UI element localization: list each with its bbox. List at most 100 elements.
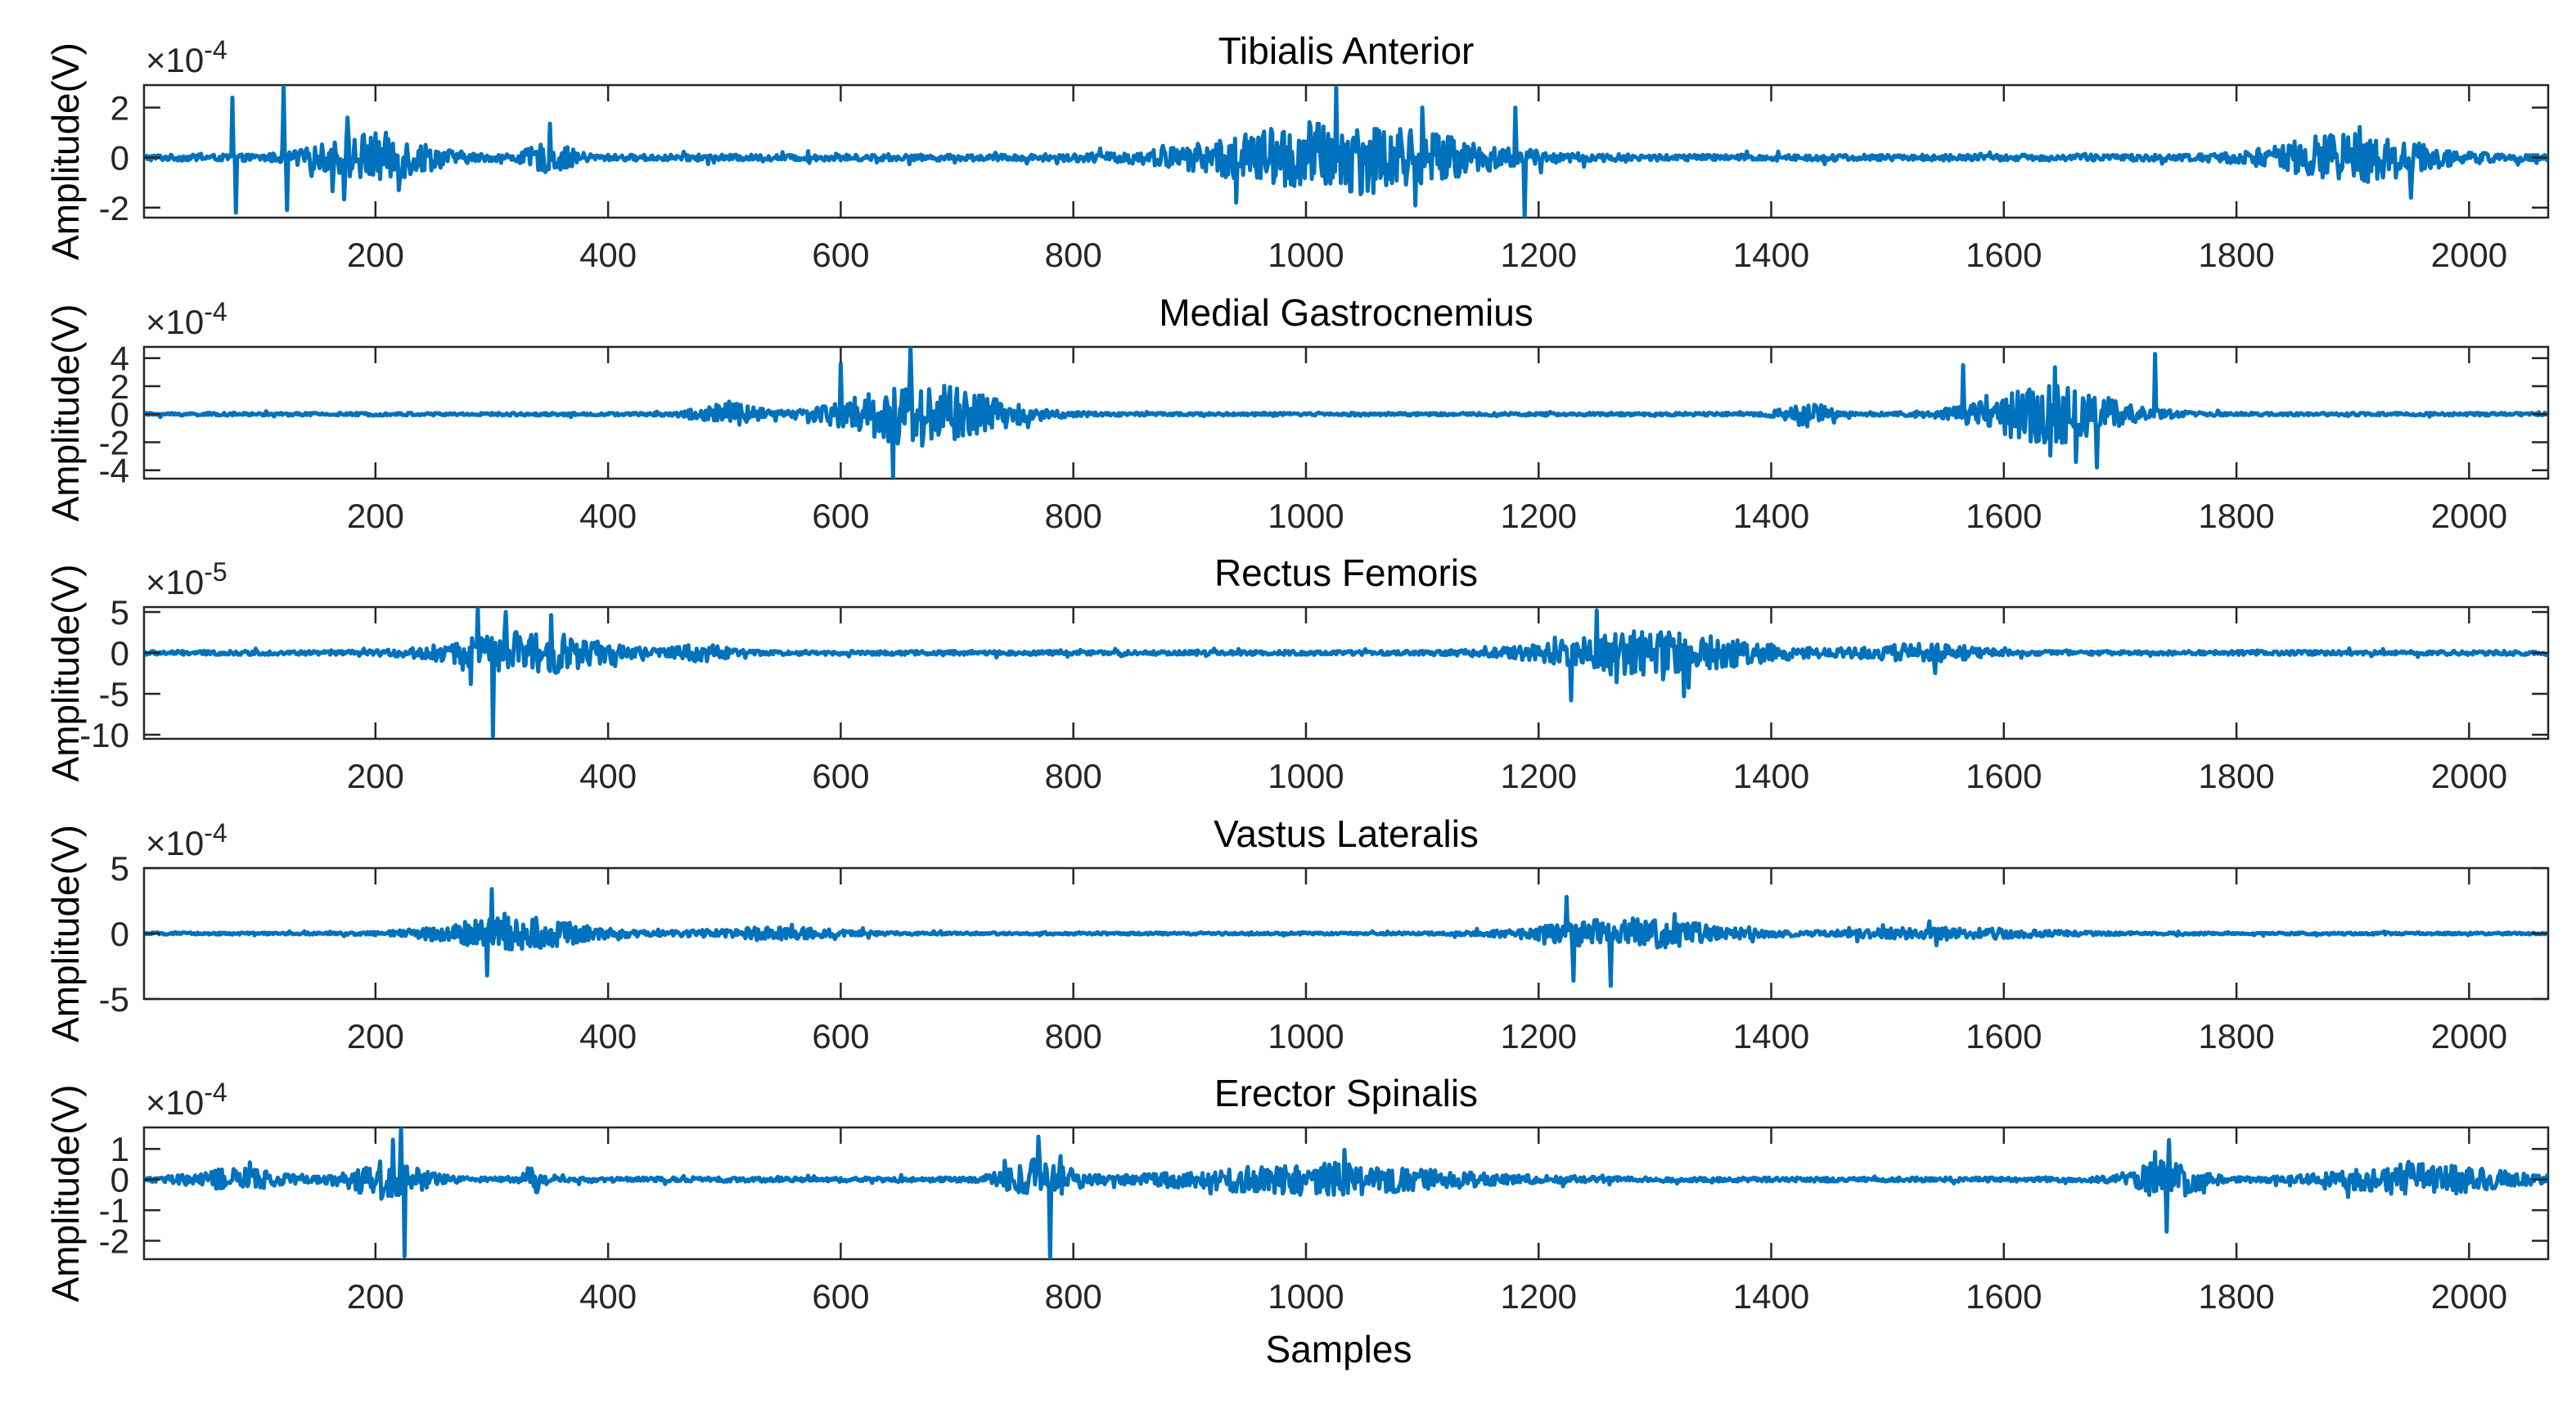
x-axis-label: Samples [1266,1328,1412,1370]
y-scale-exponent: ×10-4 [146,818,227,862]
x-tick-label: 600 [812,1017,869,1055]
x-tick-label: 1800 [2198,236,2274,274]
y-scale-exponent: ×10-4 [146,1078,227,1122]
x-tick-label: 2000 [2431,757,2507,795]
subplot-4: 200 400 600 800 1000 1200 1400 1600 1800 2000 -5 0 5… [44,812,2550,1055]
scale-exponent-value: -5 [204,557,227,587]
x-tick-label: 200 [347,497,404,535]
x-tick-label: 800 [1045,757,1102,795]
subplot-1: 200 400 600 800 1000 1200 1400 1600 1800 2000 -2 0 2… [44,29,2550,274]
x-tick-label: 2000 [2431,236,2507,274]
x-tick-label: 1200 [1501,236,1577,274]
y-scale-exponent: ×10-4 [146,35,227,79]
x-tick-label: 400 [579,236,637,274]
subplot-title: Tibialis Anterior [1218,29,1475,72]
x-tick-label: 1400 [1733,757,1809,795]
x-tick-label: 1200 [1501,497,1577,535]
x-tick-label: 1400 [1733,1277,1809,1316]
x-tick-label: 1600 [1966,1277,2042,1316]
subplot-5: 200 400 600 800 1000 1200 1400 1600 1800 2000 -2-1… [44,1072,2550,1316]
y-axis-label: Amplitude(V) [44,565,87,782]
x-tick-label: 800 [1045,497,1102,535]
subplot-panels: 200 400 600 800 1000 1200 1400 1600 1800 2000-202… [44,29,2550,1316]
x-tick-label: 1600 [1966,497,2042,535]
plot-area [142,605,2550,740]
x-tick-label: 1200 [1501,1277,1577,1316]
scale-base: ×10 [146,303,204,341]
y-tick-label: -2 [99,189,129,227]
y-tick-label: 5 [110,849,129,888]
x-tick-label: 200 [347,1277,404,1316]
subplot-3: 200 400 600 800 1000 1200 1400 1600 1800 2000-10-… [44,551,2550,795]
subplot-title: Rectus Femoris [1214,551,1478,594]
scale-base: ×10 [146,41,204,79]
y-tick-label: 4 [110,340,129,378]
y-tick-label: 0 [110,139,129,178]
x-tick-label: 1600 [1966,236,2042,274]
subplot-2: 200 400 600 800 1000 1200 1400 1600 1800 2000-4-2… [44,291,2550,535]
x-tick-label: 800 [1045,236,1102,274]
emg-signal-line [144,347,2548,479]
x-tick-label: 1400 [1733,236,1809,274]
x-tick-label: 600 [812,757,869,795]
scale-base: ×10 [146,824,204,862]
x-tick-label: 200 [347,757,404,795]
x-tick-label: 1000 [1268,236,1344,274]
x-tick-label: 2000 [2431,1277,2507,1316]
subplot-title: Erector Spinalis [1214,1072,1478,1114]
y-tick-label: 0 [110,915,129,953]
y-tick-label: -2 [99,1222,129,1261]
y-axis-label: Amplitude(V) [44,825,87,1042]
emg-signal-line [144,887,2548,988]
scale-base: ×10 [146,1083,204,1122]
x-tick-label: 1000 [1268,1017,1344,1055]
x-tick-label: 400 [579,1017,637,1055]
scale-exponent-value: -4 [204,297,227,326]
x-tick-label: 2000 [2431,497,2507,535]
y-tick-label: -1 [99,1191,129,1230]
x-tick-label: 1800 [2198,1277,2274,1316]
y-scale-exponent: ×10-5 [146,557,227,601]
x-tick-label: 200 [347,1017,404,1055]
x-tick-label: 200 [347,236,404,274]
x-tick-label: 1800 [2198,497,2274,535]
x-tick-label: 1200 [1501,1017,1577,1055]
emg-signal-line [144,607,2548,739]
y-axis-label: Amplitude(V) [44,304,87,522]
x-tick-label: 400 [579,1277,637,1316]
scale-exponent-value: -4 [204,818,227,848]
x-tick-label: 1600 [1966,1017,2042,1055]
emg-signal-line [144,85,2548,218]
emg-signal-line [144,1127,2548,1259]
subplot-title: Medial Gastrocnemius [1159,291,1533,334]
x-tick-label: 1000 [1268,497,1344,535]
y-tick-label: 5 [110,593,129,632]
y-tick-label: 2 [110,367,129,406]
x-tick-label: 600 [812,1277,869,1316]
y-axis-label: Amplitude(V) [44,1085,87,1303]
x-tick-label: 1000 [1268,1277,1344,1316]
y-tick-label: 0 [110,634,129,673]
x-tick-label: 1400 [1733,497,1809,535]
y-axis-label: Amplitude(V) [44,43,87,260]
x-tick-label: 1000 [1268,757,1344,795]
y-tick-label: -10 [79,716,129,754]
x-tick-label: 800 [1045,1017,1102,1055]
subplot-title: Vastus Lateralis [1214,812,1479,855]
y-tick-label: -2 [99,423,129,461]
y-tick-label: 2 [110,89,129,128]
x-tick-label: 1400 [1733,1017,1809,1055]
x-tick-label: 600 [812,236,869,274]
scale-exponent-value: -4 [204,35,227,65]
y-tick-label: 1 [110,1130,129,1168]
y-tick-label: -4 [99,452,129,490]
y-tick-label: 0 [110,1161,129,1199]
x-tick-label: 1600 [1966,757,2042,795]
y-scale-exponent: ×10-4 [146,297,227,341]
scale-base: ×10 [146,563,204,601]
x-tick-label: 2000 [2431,1017,2507,1055]
y-tick-label: 0 [110,395,129,434]
x-tick-label: 400 [579,757,637,795]
x-tick-label: 400 [579,497,637,535]
